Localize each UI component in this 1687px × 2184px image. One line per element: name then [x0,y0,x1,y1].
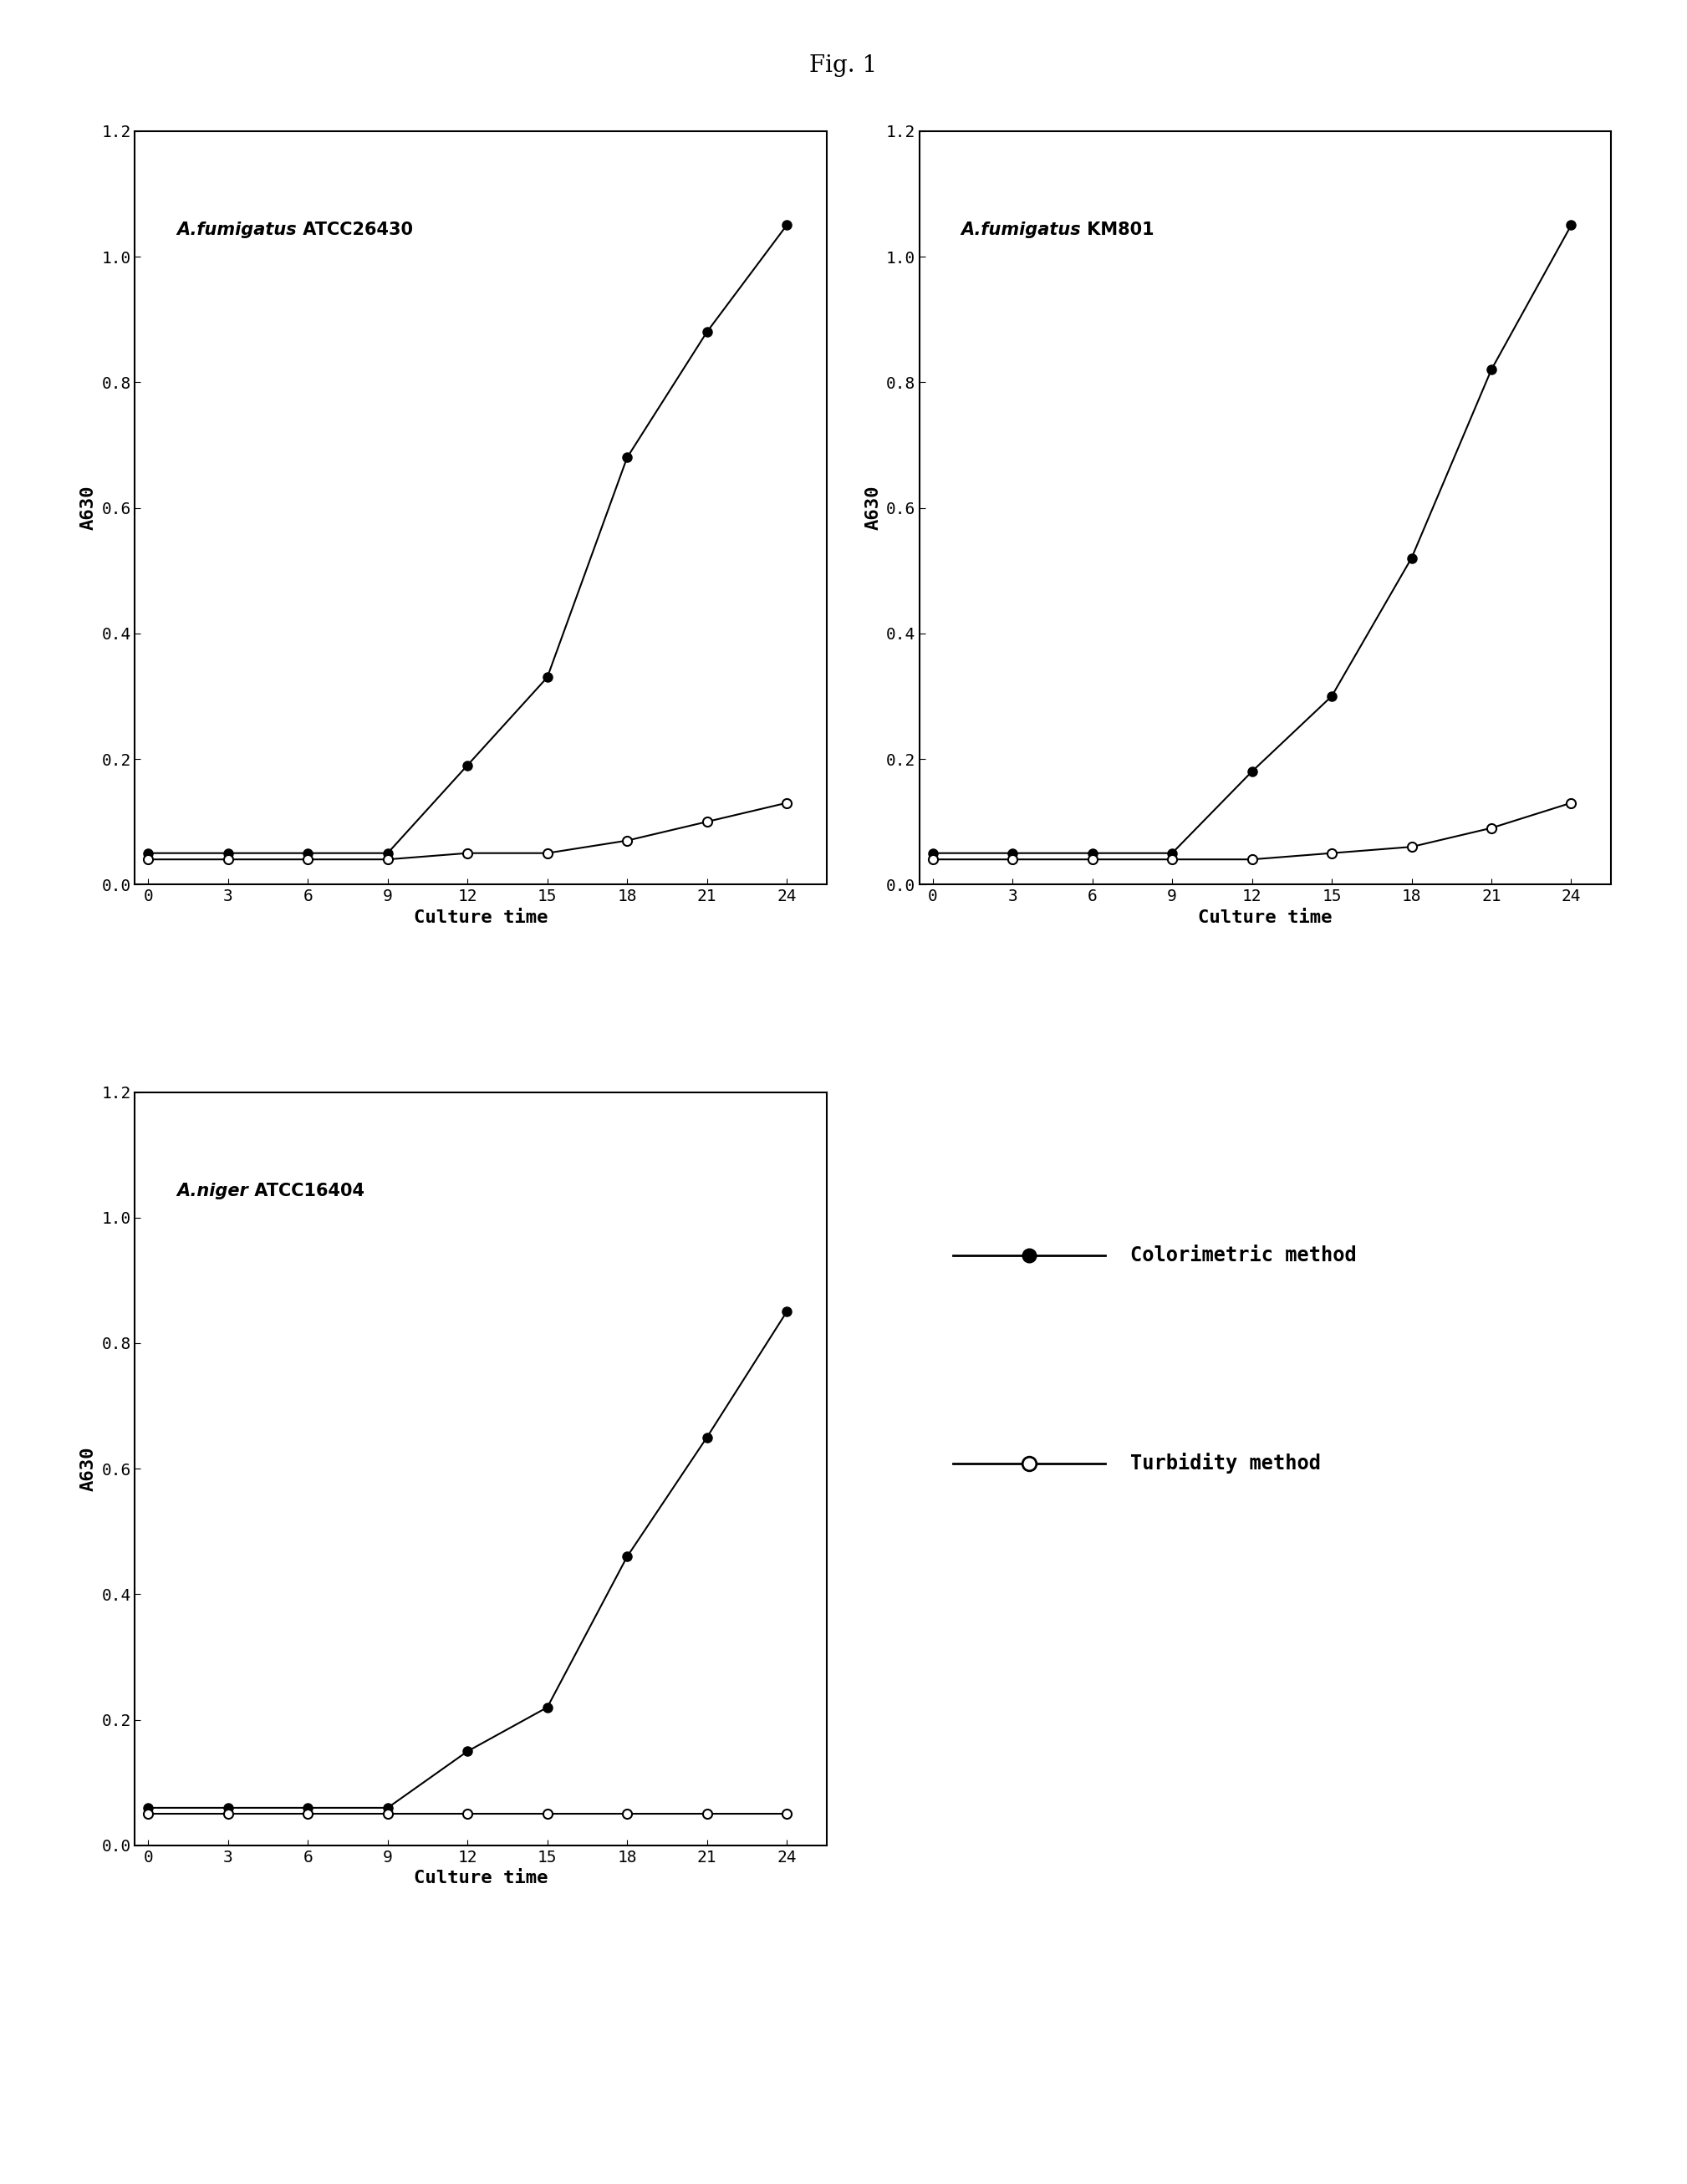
Text: ATCC26430: ATCC26430 [297,221,413,238]
Text: A.niger: A.niger [177,1182,248,1199]
Y-axis label: A630: A630 [79,485,96,531]
Text: Colorimetric method: Colorimetric method [1130,1245,1356,1267]
Text: Turbidity method: Turbidity method [1130,1452,1321,1474]
Y-axis label: A630: A630 [864,485,881,531]
Text: A.fumigatus: A.fumigatus [177,221,297,238]
Text: KM801: KM801 [1081,221,1154,238]
X-axis label: Culture time: Culture time [413,909,548,926]
Text: A.fumigatus: A.fumigatus [962,221,1081,238]
X-axis label: Culture time: Culture time [1198,909,1333,926]
Y-axis label: A630: A630 [79,1446,96,1492]
Text: ATCC16404: ATCC16404 [248,1182,364,1199]
X-axis label: Culture time: Culture time [413,1870,548,1887]
Text: Fig. 1: Fig. 1 [810,55,877,76]
